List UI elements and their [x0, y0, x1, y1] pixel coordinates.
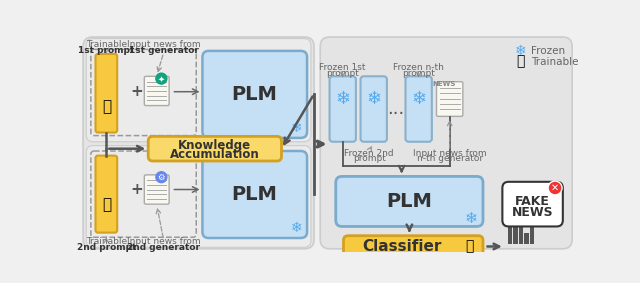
Text: 1st prompt: 1st prompt	[78, 46, 134, 55]
FancyBboxPatch shape	[202, 151, 307, 238]
Text: 2nd generator: 2nd generator	[127, 243, 200, 252]
Text: ❄: ❄	[291, 121, 303, 135]
Text: PLM: PLM	[387, 192, 432, 211]
Text: prompt: prompt	[326, 69, 359, 78]
Bar	[518, 221, 524, 244]
Bar	[508, 213, 513, 244]
Text: Accumulation: Accumulation	[170, 148, 260, 161]
Text: NEWS: NEWS	[433, 81, 456, 87]
Circle shape	[548, 181, 562, 195]
Text: PLM: PLM	[232, 85, 277, 104]
Text: +: +	[130, 84, 143, 99]
FancyBboxPatch shape	[95, 156, 117, 233]
Text: Trainable: Trainable	[531, 57, 579, 67]
Text: n-th generator: n-th generator	[417, 154, 483, 163]
FancyBboxPatch shape	[95, 54, 117, 132]
Text: Frozen n-th: Frozen n-th	[393, 63, 444, 72]
Text: ❄: ❄	[291, 221, 303, 235]
Text: Trainable: Trainable	[86, 237, 127, 246]
Circle shape	[155, 171, 168, 183]
FancyBboxPatch shape	[336, 176, 483, 226]
Text: Frozen 2nd: Frozen 2nd	[344, 149, 394, 158]
FancyBboxPatch shape	[145, 76, 169, 106]
FancyBboxPatch shape	[148, 136, 282, 161]
FancyBboxPatch shape	[86, 38, 311, 142]
Text: prompt: prompt	[402, 69, 435, 78]
FancyBboxPatch shape	[360, 76, 387, 142]
Text: ❄: ❄	[515, 44, 526, 58]
Text: 🔥: 🔥	[102, 198, 111, 213]
Circle shape	[155, 72, 168, 85]
Text: Input news from: Input news from	[413, 149, 486, 158]
Text: Input news from: Input news from	[127, 237, 200, 246]
FancyBboxPatch shape	[86, 146, 311, 247]
FancyBboxPatch shape	[83, 37, 314, 249]
FancyBboxPatch shape	[406, 76, 432, 142]
Text: ⚙: ⚙	[157, 173, 165, 182]
Text: Frozen 1st: Frozen 1st	[319, 63, 366, 72]
Text: ❄: ❄	[411, 90, 426, 108]
FancyBboxPatch shape	[320, 37, 572, 249]
Text: 1st generator: 1st generator	[129, 46, 198, 55]
FancyBboxPatch shape	[330, 76, 356, 142]
Text: FAKE: FAKE	[515, 194, 550, 207]
Text: Input news from: Input news from	[127, 40, 200, 49]
Text: ❄: ❄	[366, 90, 381, 108]
Bar	[524, 233, 529, 244]
Text: prompt: prompt	[353, 154, 385, 163]
FancyBboxPatch shape	[202, 51, 307, 138]
Text: ❄: ❄	[464, 211, 477, 226]
Text: 2nd prompt: 2nd prompt	[77, 243, 136, 252]
Text: Knowledge: Knowledge	[179, 139, 252, 152]
Text: Trainable: Trainable	[86, 40, 127, 49]
FancyBboxPatch shape	[502, 182, 563, 226]
Text: NEWS: NEWS	[512, 206, 554, 219]
FancyBboxPatch shape	[344, 236, 483, 257]
Text: Frozen: Frozen	[531, 46, 565, 56]
Bar	[513, 227, 518, 244]
FancyBboxPatch shape	[436, 82, 463, 116]
Text: ✕: ✕	[551, 183, 559, 193]
Text: PLM: PLM	[232, 185, 277, 204]
Text: ✦: ✦	[158, 74, 165, 83]
Text: 🔥: 🔥	[516, 55, 524, 69]
Text: ...: ...	[388, 100, 405, 118]
Text: ❄: ❄	[335, 90, 350, 108]
Text: Classifier: Classifier	[362, 239, 442, 254]
Bar	[529, 225, 534, 244]
Text: 🔥: 🔥	[466, 239, 474, 254]
Text: +: +	[130, 182, 143, 197]
Text: 🔥: 🔥	[102, 100, 111, 115]
FancyBboxPatch shape	[145, 175, 169, 204]
